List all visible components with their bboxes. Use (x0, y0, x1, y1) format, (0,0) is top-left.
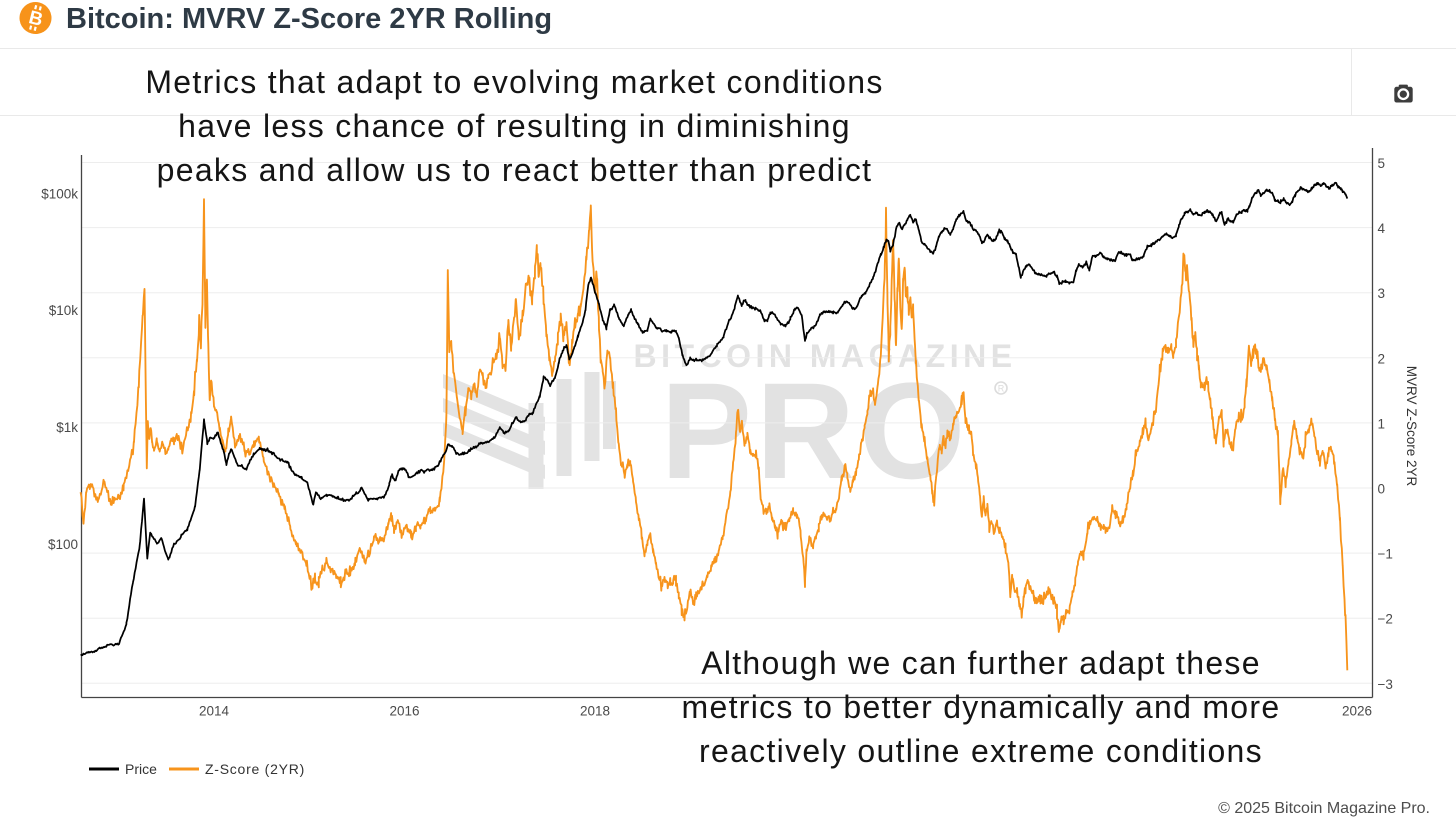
svg-text:2014: 2014 (199, 704, 230, 719)
svg-text:$100k: $100k (41, 186, 78, 201)
svg-text:R: R (998, 384, 1005, 394)
svg-text:2026: 2026 (1342, 704, 1372, 719)
svg-text:BITCOIN MAGAZINE: BITCOIN MAGAZINE (633, 338, 1016, 374)
svg-text:$10k: $10k (49, 303, 79, 318)
svg-text:PRO: PRO (661, 355, 970, 508)
svg-text:B: B (27, 7, 45, 31)
svg-text:5: 5 (1378, 156, 1386, 171)
svg-text:MVRV Z-Score 2YR: MVRV Z-Score 2YR (1404, 366, 1419, 487)
svg-text:0: 0 (1378, 482, 1386, 497)
svg-text:4: 4 (1378, 221, 1386, 236)
svg-text:Price: Price (125, 761, 157, 777)
svg-text:© 2025 Bitcoin Magazine Pro.: © 2025 Bitcoin Magazine Pro. (1218, 800, 1430, 817)
svg-text:2: 2 (1378, 351, 1386, 366)
svg-text:2016: 2016 (389, 704, 419, 719)
svg-text:1: 1 (1378, 416, 1386, 431)
svg-text:−2: −2 (1378, 612, 1393, 627)
svg-text:$100: $100 (48, 537, 78, 552)
svg-text:−3: −3 (1378, 677, 1393, 692)
svg-text:−1: −1 (1378, 547, 1393, 562)
svg-text:$1k: $1k (56, 420, 78, 435)
svg-text:3: 3 (1378, 286, 1386, 301)
svg-text:2018: 2018 (580, 704, 610, 719)
svg-text:Z-Score (2YR): Z-Score (2YR) (205, 761, 305, 777)
